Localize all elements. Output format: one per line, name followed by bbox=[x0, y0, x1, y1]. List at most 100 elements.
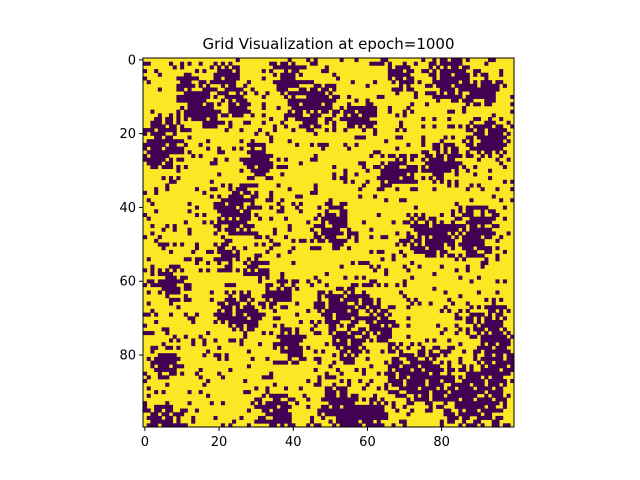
heatmap-cell bbox=[246, 257, 251, 262]
heatmap-cell bbox=[506, 120, 511, 125]
heatmap-cell bbox=[209, 102, 214, 107]
heatmap-cell bbox=[343, 216, 348, 221]
heatmap-cell bbox=[384, 172, 389, 177]
heatmap-cell bbox=[261, 294, 266, 299]
heatmap-cell bbox=[217, 308, 222, 313]
heatmap-cell bbox=[454, 390, 459, 395]
heatmap-cell bbox=[317, 83, 322, 88]
heatmap-cell bbox=[428, 401, 433, 406]
heatmap-cell bbox=[272, 308, 277, 313]
heatmap-cell bbox=[243, 216, 248, 221]
heatmap-cell bbox=[465, 382, 470, 387]
heatmap-cell bbox=[165, 275, 170, 280]
heatmap-cell bbox=[261, 94, 266, 99]
heatmap-cell bbox=[168, 124, 174, 129]
heatmap-cell bbox=[232, 231, 237, 236]
heatmap-cell bbox=[421, 216, 426, 221]
heatmap-cell bbox=[499, 338, 504, 343]
heatmap-cell bbox=[402, 371, 407, 376]
heatmap-cell bbox=[417, 80, 422, 85]
heatmap-cell bbox=[217, 249, 222, 254]
heatmap-cell bbox=[443, 249, 448, 254]
heatmap-cell bbox=[369, 412, 374, 417]
heatmap-cell bbox=[462, 415, 467, 420]
heatmap-cell bbox=[243, 98, 248, 103]
heatmap-cell bbox=[491, 382, 496, 387]
heatmap-cell bbox=[324, 109, 329, 114]
heatmap-cell bbox=[335, 305, 340, 310]
heatmap-cell bbox=[161, 242, 166, 247]
heatmap-cell bbox=[258, 312, 263, 317]
heatmap-cell bbox=[421, 168, 426, 173]
heatmap-cell bbox=[339, 353, 344, 358]
heatmap-cell bbox=[291, 338, 296, 343]
heatmap-cell bbox=[309, 157, 315, 162]
heatmap-cell bbox=[436, 390, 441, 395]
heatmap-cell bbox=[239, 290, 244, 295]
heatmap-cell bbox=[450, 367, 455, 372]
heatmap-cell bbox=[302, 356, 307, 361]
heatmap-cell bbox=[254, 172, 259, 177]
heatmap-cell bbox=[484, 375, 489, 380]
heatmap-cell bbox=[402, 161, 407, 166]
heatmap-cell bbox=[491, 83, 496, 88]
heatmap-cell bbox=[432, 253, 437, 258]
heatmap-cell bbox=[443, 231, 448, 236]
heatmap-cell bbox=[454, 161, 459, 166]
heatmap-cell bbox=[391, 382, 396, 387]
heatmap-cell bbox=[358, 349, 363, 354]
heatmap-cell bbox=[276, 83, 281, 88]
heatmap-cell bbox=[202, 124, 207, 129]
heatmap-cell bbox=[398, 419, 404, 424]
heatmap-cell bbox=[328, 305, 333, 310]
heatmap-cell bbox=[187, 201, 192, 206]
heatmap-cell bbox=[317, 224, 322, 229]
heatmap-cell bbox=[354, 58, 359, 63]
heatmap-cell bbox=[476, 345, 481, 350]
heatmap-cell bbox=[335, 319, 340, 325]
heatmap-cell bbox=[280, 76, 285, 81]
heatmap-cell bbox=[150, 153, 155, 158]
heatmap-cell bbox=[502, 128, 507, 133]
heatmap-cell bbox=[347, 312, 352, 317]
heatmap-cell bbox=[332, 338, 337, 343]
heatmap-cell bbox=[220, 83, 225, 88]
heatmap-cell bbox=[354, 345, 359, 350]
heatmap-cell bbox=[291, 65, 296, 70]
heatmap-cell bbox=[373, 105, 378, 111]
heatmap-cell bbox=[235, 109, 240, 114]
heatmap-cell bbox=[306, 94, 311, 99]
heatmap-cell bbox=[154, 131, 159, 136]
heatmap-cell bbox=[269, 412, 274, 417]
heatmap-cell bbox=[476, 183, 481, 188]
heatmap-cell bbox=[410, 379, 415, 384]
heatmap-cell bbox=[254, 260, 259, 265]
heatmap-cell bbox=[373, 408, 378, 413]
heatmap-cell bbox=[217, 80, 222, 85]
heatmap-cell bbox=[154, 345, 159, 350]
heatmap-cell bbox=[298, 201, 303, 206]
heatmap-cell bbox=[172, 356, 177, 361]
heatmap-cell bbox=[450, 153, 455, 158]
heatmap-cell bbox=[491, 212, 496, 218]
heatmap-cell bbox=[447, 109, 452, 114]
heatmap-cell bbox=[499, 153, 504, 158]
heatmap-cell bbox=[354, 297, 359, 302]
heatmap-cell bbox=[502, 142, 507, 147]
heatmap-cell bbox=[269, 423, 274, 428]
heatmap-cell bbox=[150, 165, 155, 170]
heatmap-cell bbox=[276, 419, 281, 424]
heatmap-cell bbox=[365, 423, 370, 428]
heatmap-cell bbox=[232, 319, 237, 325]
heatmap-cell bbox=[217, 102, 222, 107]
heatmap-cell bbox=[439, 58, 444, 63]
heatmap-cell bbox=[373, 305, 378, 310]
heatmap-cell bbox=[510, 367, 515, 372]
heatmap-cell bbox=[484, 98, 489, 103]
heatmap-cell bbox=[465, 220, 470, 225]
heatmap-cell bbox=[387, 305, 392, 310]
heatmap-cell bbox=[298, 91, 303, 96]
heatmap-cell bbox=[439, 419, 444, 424]
heatmap-cell bbox=[443, 61, 448, 66]
heatmap-cell bbox=[495, 364, 500, 369]
